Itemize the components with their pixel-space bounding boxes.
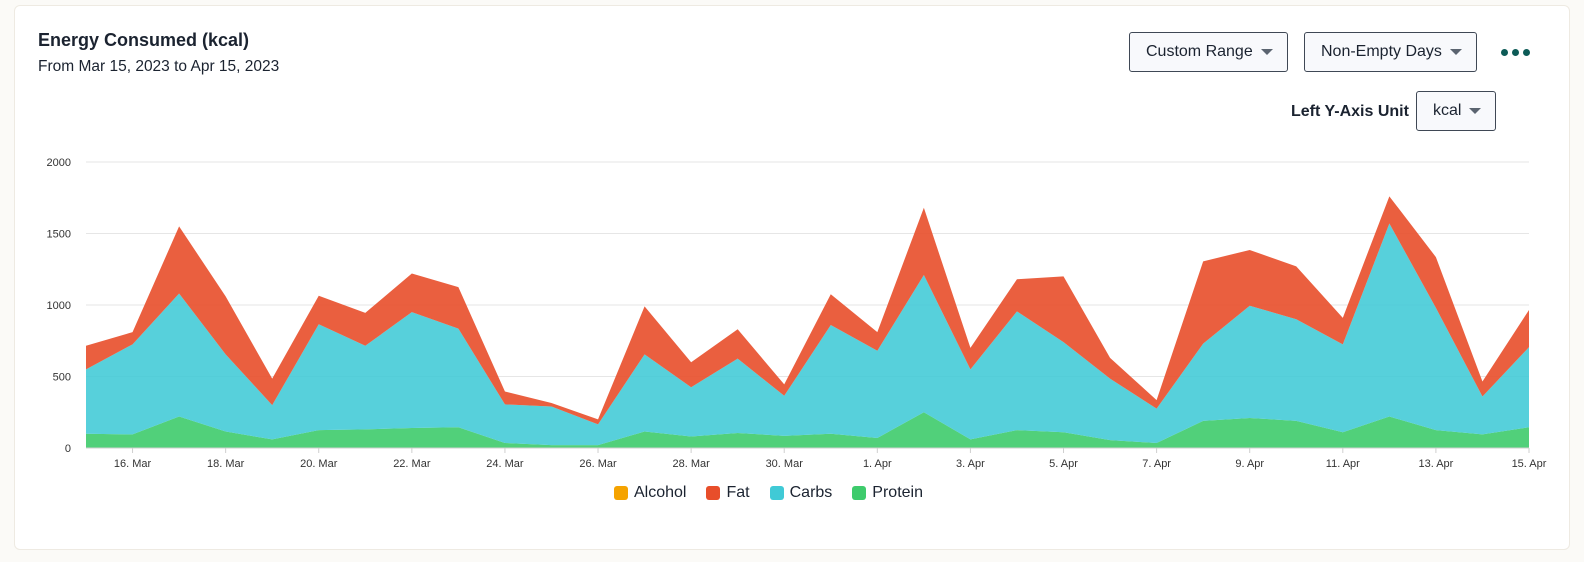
more-options-icon[interactable] [1501,42,1531,62]
custom-range-dropdown[interactable]: Custom Range [1129,32,1288,72]
x-tick-label: 30. Mar [766,458,804,470]
more-dot [1523,48,1530,56]
legend-swatch [706,486,721,500]
y-tick-label: 0 [65,443,71,455]
x-tick-label: 28. Mar [672,458,710,470]
chart-card: Energy Consumed (kcal) From Mar 15, 2023… [14,5,1570,550]
y-tick-label: 1000 [47,300,71,312]
x-tick-label: 1. Apr [863,458,892,470]
left-y-axis-unit-label: Left Y-Axis Unit [1291,103,1409,120]
x-tick-label: 7. Apr [1142,458,1171,470]
area-carbs[interactable] [86,223,1529,446]
chart-legend: Alcohol Fat Carbs Protein [614,484,923,502]
x-tick-label: 5. Apr [1049,458,1078,470]
area-fat[interactable] [86,196,1529,425]
custom-range-label: Custom Range [1146,43,1253,60]
y-axis-unit-dropdown[interactable]: kcal [1416,91,1496,131]
more-dot [1501,48,1508,56]
legend-item-protein[interactable]: Protein [852,484,923,502]
date-range-subtitle: From Mar 15, 2023 to Apr 15, 2023 [38,58,280,75]
legend-swatch [852,486,867,500]
chevron-down-icon [1260,49,1273,55]
area-protein[interactable] [86,412,1529,448]
x-tick-label: 22. Mar [393,458,431,470]
non-empty-days-label: Non-Empty Days [1321,43,1442,60]
x-tick-label: 26. Mar [579,458,617,470]
legend-swatch [769,486,784,500]
x-tick-label: 9. Apr [1235,458,1264,470]
chevron-down-icon [1449,49,1462,55]
x-tick-label: 3. Apr [956,458,985,470]
legend-item-carbs[interactable]: Carbs [769,484,833,502]
y-tick-label: 2000 [47,157,71,169]
x-tick-label: 24. Mar [486,458,524,470]
legend-label: Alcohol [634,484,687,501]
x-tick-label: 13. Apr [1418,458,1453,470]
non-empty-days-dropdown[interactable]: Non-Empty Days [1304,32,1477,72]
x-tick-label: 11. Apr [1326,458,1360,470]
legend-label: Protein [872,484,923,501]
x-tick-label: 16. Mar [114,458,152,470]
legend-label: Fat [726,484,750,501]
x-tick-label: 18. Mar [207,458,245,470]
legend-label: Carbs [789,484,833,501]
x-tick-label: 20. Mar [300,458,338,470]
chart-title: Energy Consumed (kcal) [38,30,250,50]
legend-swatch [614,486,628,500]
legend-item-fat[interactable]: Fat [706,484,750,502]
y-axis-unit-value: kcal [1433,102,1462,119]
y-tick-label: 500 [53,372,71,384]
y-tick-label: 1500 [47,229,71,241]
legend-item-alcohol[interactable]: Alcohol [614,484,686,502]
x-tick-label: 15. Apr [1512,458,1547,470]
more-dot [1512,48,1519,56]
chevron-down-icon [1469,108,1482,114]
